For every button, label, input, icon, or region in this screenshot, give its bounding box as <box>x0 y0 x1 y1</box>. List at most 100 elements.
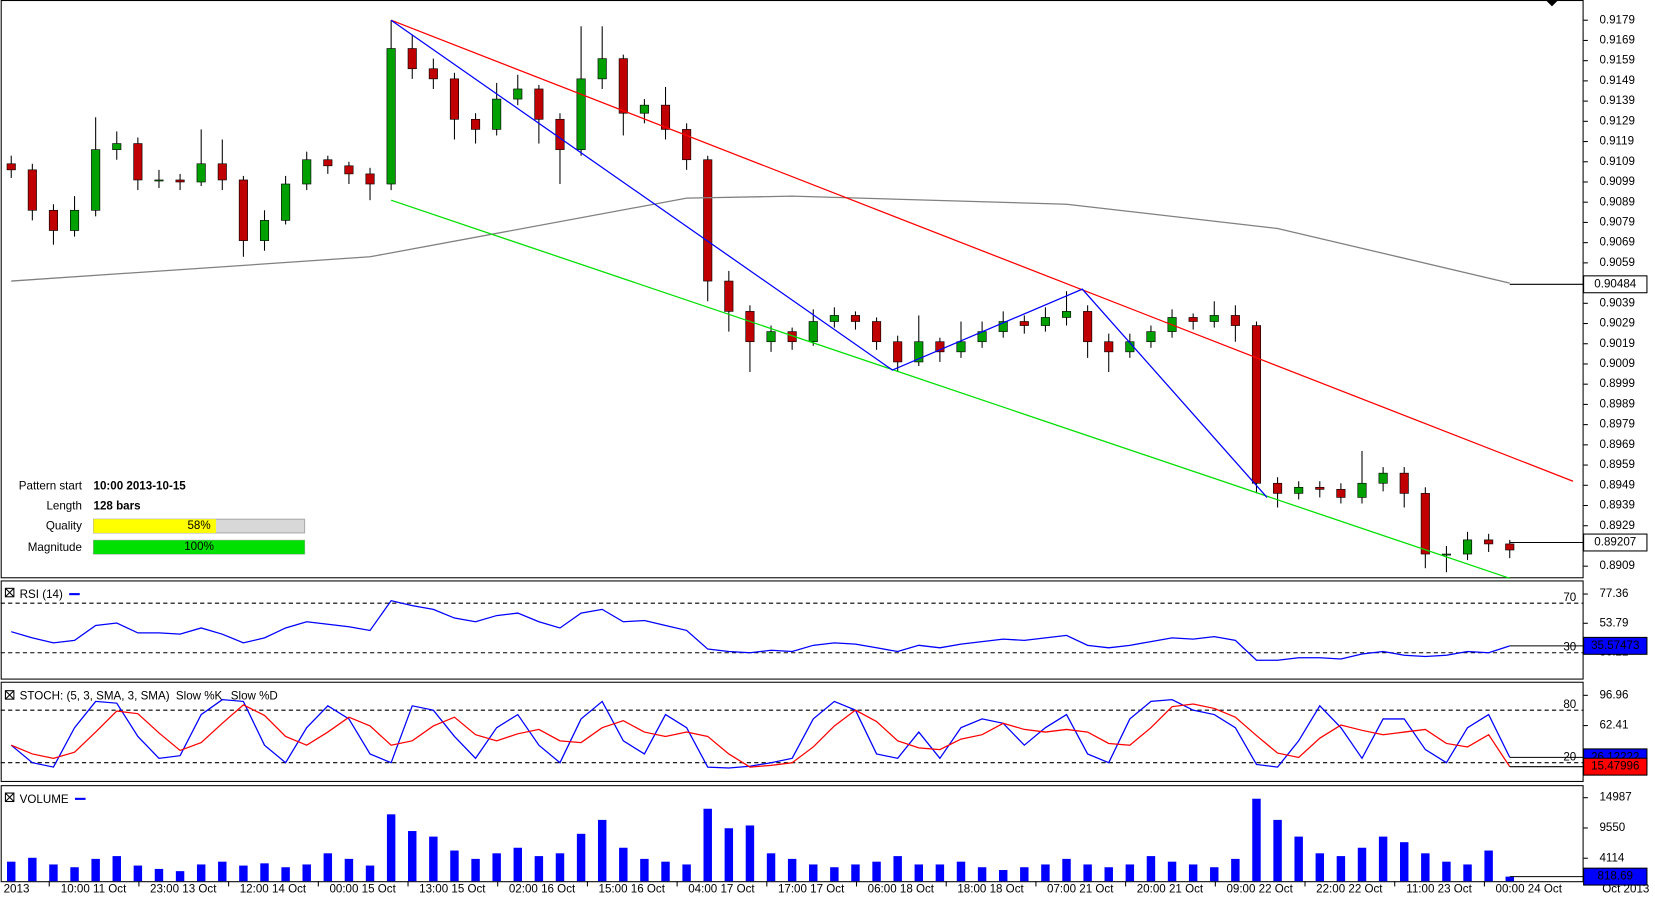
x-tick-label: 15:00 16 Oct <box>599 883 666 896</box>
volume-bar <box>1315 853 1325 882</box>
candle-body <box>6 163 16 171</box>
volume-bar <box>91 858 100 882</box>
volume-bar <box>1336 856 1346 882</box>
candle-body <box>1230 315 1240 326</box>
volume-bar <box>1505 876 1514 882</box>
y-tick-label: 0.8999 <box>1599 377 1634 390</box>
y-tick-label: 0.9149 <box>1599 74 1634 87</box>
volume-bar <box>1421 853 1430 882</box>
volume-bar <box>133 865 143 882</box>
volume-bar <box>935 864 945 882</box>
x-tick-label: 02:00 16 Oct <box>509 883 576 896</box>
volume-bar <box>724 828 734 882</box>
volume-bar <box>1294 836 1303 882</box>
y-tick-label: 0.9179 <box>1599 13 1634 26</box>
candle-body <box>703 159 713 282</box>
candle-body <box>281 183 291 221</box>
candle-body <box>682 129 692 161</box>
volume-bar <box>492 853 501 882</box>
pattern-start: 10:00 2013-10-15 <box>94 480 187 493</box>
y-tick-label: 0.9099 <box>1599 175 1634 188</box>
candle-body <box>27 169 37 211</box>
value-box-label: 0.90484 <box>1594 277 1636 290</box>
y-tick-label: 0.9129 <box>1599 114 1634 127</box>
series-line <box>10 703 1511 768</box>
overlay-line <box>390 19 1268 498</box>
y-tick-label: 0.8929 <box>1599 519 1634 532</box>
y-tick-label: 0.9009 <box>1599 357 1634 370</box>
candle-body <box>238 179 248 241</box>
x-tick-label: 09:00 22 Oct <box>1226 883 1293 896</box>
volume-bar <box>830 867 839 882</box>
volume-bar <box>1062 858 1071 882</box>
x-tick-label: 13:00 15 Oct <box>419 883 486 896</box>
candle-body <box>471 118 481 130</box>
volume-bar <box>471 858 480 882</box>
y-tick-label: 0.9069 <box>1599 236 1634 249</box>
volume-bar <box>1104 867 1113 882</box>
volume-bar <box>977 867 987 882</box>
candle-body <box>597 58 607 80</box>
candle-body <box>323 159 333 167</box>
candle-body <box>850 315 861 322</box>
volume-bar <box>914 864 924 882</box>
candle-body <box>70 209 80 231</box>
volume-bar <box>1125 864 1135 882</box>
magnitude-bar <box>93 540 305 555</box>
overlay-line <box>390 19 1574 482</box>
candle-body <box>893 341 903 363</box>
x-tick-label: Oct 2013 <box>1602 883 1649 896</box>
volume-bar <box>1463 864 1472 882</box>
candle-body <box>935 341 945 353</box>
panel-title: STOCH: (5, 3, SMA, 3, SMA) <box>20 690 170 703</box>
legend-entry: Slow %K <box>176 690 223 703</box>
candle-body <box>1273 482 1283 494</box>
candle-body <box>808 321 818 343</box>
candle-body <box>1040 317 1050 326</box>
value-box <box>1583 867 1648 886</box>
volume-bar <box>597 819 607 882</box>
y-tick-label: 0.9089 <box>1599 195 1634 208</box>
series-line <box>10 699 1511 769</box>
rsi-panel <box>0 580 1584 680</box>
volume-bar <box>1210 867 1219 882</box>
candle-body <box>1104 341 1114 353</box>
level-label: 80 <box>1563 698 1576 711</box>
volume-bar <box>766 853 776 882</box>
volume-bar <box>661 861 670 882</box>
candle-body <box>1083 311 1093 343</box>
y-tick-label: 0.9059 <box>1599 256 1634 269</box>
volume-bar <box>429 836 438 882</box>
candle-body <box>555 118 565 150</box>
volume-bar <box>1041 864 1050 882</box>
candle-body <box>576 78 586 150</box>
volume-bar <box>323 853 333 882</box>
candle-body <box>998 321 1008 332</box>
candle-body <box>956 341 966 353</box>
y-tick-label: 0.8969 <box>1599 438 1634 451</box>
menu-arrow[interactable] <box>1545 0 1559 7</box>
y-tick-label: 62.41 <box>1599 719 1628 732</box>
volume-bar <box>1146 856 1156 882</box>
volume-bar <box>745 825 755 882</box>
x-tick-label: 2013 <box>4 883 30 896</box>
quality-bar <box>93 519 216 533</box>
y-tick-label: 0.9039 <box>1599 296 1634 309</box>
value-box <box>1583 533 1648 552</box>
value-box <box>1583 275 1648 294</box>
x-tick-label: 17:00 17 Oct <box>778 883 845 896</box>
candle-body <box>618 58 628 114</box>
value-box <box>1583 757 1648 776</box>
y-tick-label: 0.9159 <box>1599 54 1634 67</box>
volume-bar <box>365 865 375 882</box>
main-panel <box>0 0 1584 579</box>
candle-body <box>217 163 227 181</box>
volume-bar <box>239 865 248 882</box>
y-tick-label: 0.8989 <box>1599 397 1634 410</box>
volume-panel <box>0 785 1584 883</box>
candle-body <box>1061 311 1072 318</box>
level-label: 30 <box>1563 641 1576 654</box>
value-box-label: 15.47996 <box>1591 760 1639 773</box>
stoch-panel <box>0 681 1584 782</box>
